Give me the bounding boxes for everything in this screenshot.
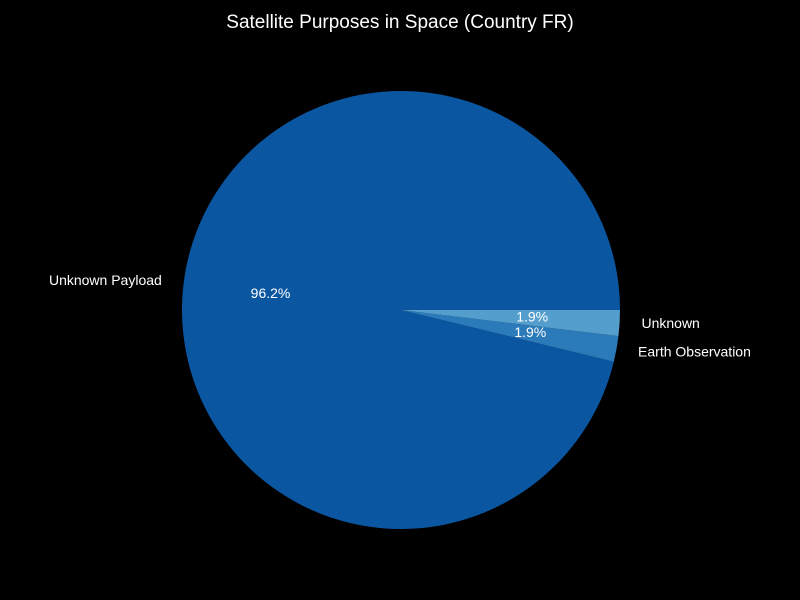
pie-slices xyxy=(181,91,620,530)
slice-percent-unknown-payload: 96.2% xyxy=(251,285,291,301)
slice-percent-unknown: 1.9% xyxy=(516,309,548,325)
chart-title: Satellite Purposes in Space (Country FR) xyxy=(226,12,573,33)
pie-slice-unknown xyxy=(401,310,620,337)
pie-labels: Unknown Payload 96.2% Earth Observation 1.9… xyxy=(49,272,751,360)
pie-slice-unknown-payload xyxy=(181,91,620,530)
slice-percent-earth-observation: 1.9% xyxy=(514,324,546,340)
slice-label-unknown: Unknown xyxy=(641,315,699,331)
pie-slice-earth-observation xyxy=(401,310,619,362)
slice-label-earth-observation: Earth Observation xyxy=(638,344,751,360)
slice-label-unknown-payload: Unknown Payload xyxy=(49,272,162,288)
